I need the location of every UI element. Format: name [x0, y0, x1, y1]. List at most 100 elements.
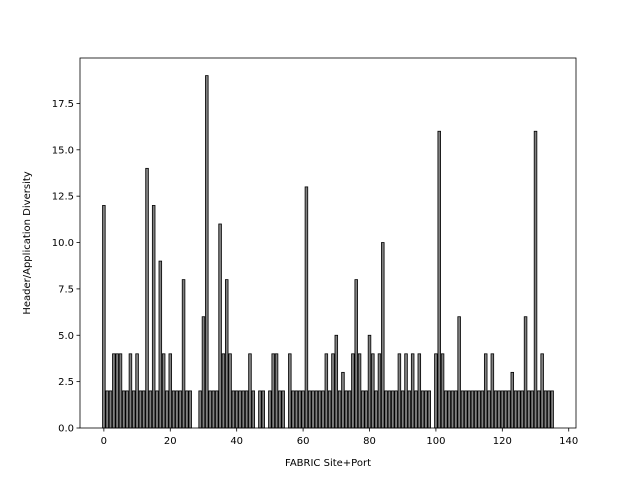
bar [361, 390, 365, 429]
bar [444, 390, 448, 429]
bar [155, 390, 159, 429]
bar [427, 390, 432, 429]
bar [161, 353, 166, 429]
bar [550, 390, 554, 429]
bar [374, 390, 378, 429]
bar [224, 279, 229, 429]
bar [132, 390, 136, 429]
bar [271, 353, 275, 429]
bar [251, 390, 256, 429]
bar [215, 390, 219, 429]
bar [125, 390, 129, 429]
bar [457, 316, 461, 429]
bar [337, 390, 342, 429]
bar [517, 390, 521, 429]
x-tick-label: 100 [426, 436, 445, 447]
y-tick-label: 7.5 [58, 284, 74, 295]
x-tick-label: 60 [297, 436, 310, 447]
bar [165, 390, 169, 429]
bar [397, 353, 402, 429]
bar [417, 353, 422, 429]
bar [407, 390, 412, 429]
bar [474, 390, 478, 429]
bar [547, 390, 551, 429]
bar [424, 390, 428, 429]
bar [467, 390, 471, 429]
bar [394, 390, 398, 429]
bar [543, 390, 548, 429]
bar [420, 390, 425, 429]
y-tick-label: 12.5 [52, 192, 74, 203]
y-tick-label: 2.5 [58, 377, 74, 388]
bar [317, 390, 322, 429]
bar [507, 390, 511, 429]
bar [145, 167, 149, 429]
bar [354, 279, 358, 429]
bar [404, 353, 408, 429]
bar [248, 353, 252, 429]
bar [304, 186, 309, 429]
bar [523, 316, 528, 429]
bar [500, 390, 505, 429]
bar [434, 353, 438, 429]
bar [151, 205, 156, 429]
bar [437, 130, 441, 429]
bar [274, 353, 279, 429]
bar [128, 353, 133, 429]
bar [221, 353, 226, 429]
bar [513, 390, 518, 429]
bar [188, 390, 192, 429]
bar [278, 390, 282, 429]
bar [460, 390, 465, 429]
x-tick-label: 20 [164, 436, 177, 447]
y-tick-label: 17.5 [52, 99, 74, 110]
bar [493, 390, 498, 429]
bar [171, 390, 176, 429]
bar [108, 390, 113, 429]
bar [497, 390, 501, 429]
bar [414, 390, 418, 429]
bar [447, 390, 451, 429]
bar [294, 390, 299, 429]
bar [384, 390, 388, 429]
y-axis-label: Header/Application Diversity [22, 171, 33, 314]
x-tick-label: 140 [559, 436, 578, 447]
bar [510, 371, 515, 429]
bar [211, 390, 216, 429]
x-tick-label: 80 [363, 436, 376, 447]
bar [371, 353, 375, 429]
y-tick-label: 10.0 [52, 238, 74, 249]
bar [122, 390, 126, 429]
bar [234, 390, 239, 429]
y-tick-label: 15.0 [52, 145, 74, 156]
x-tick-label: 120 [493, 436, 512, 447]
bar [477, 390, 481, 429]
bar [410, 353, 415, 429]
bar [181, 279, 186, 429]
x-tick-label: 0 [101, 436, 107, 447]
bar [400, 390, 405, 429]
bar [540, 353, 544, 429]
bar [440, 353, 445, 429]
bar [321, 390, 325, 429]
bar [231, 390, 236, 429]
bar [351, 353, 355, 429]
bar [327, 390, 332, 429]
bar [480, 390, 485, 429]
bar [331, 353, 335, 429]
bar [218, 223, 222, 429]
bar [464, 390, 468, 429]
bar [288, 353, 292, 429]
plot-frame [79, 57, 577, 429]
bar [347, 390, 352, 429]
bar [178, 390, 182, 429]
bar [311, 390, 315, 429]
bar [357, 353, 362, 429]
bar [258, 390, 262, 429]
bar [241, 390, 246, 429]
bar [228, 353, 232, 429]
bar [175, 390, 179, 429]
bar [141, 390, 146, 429]
